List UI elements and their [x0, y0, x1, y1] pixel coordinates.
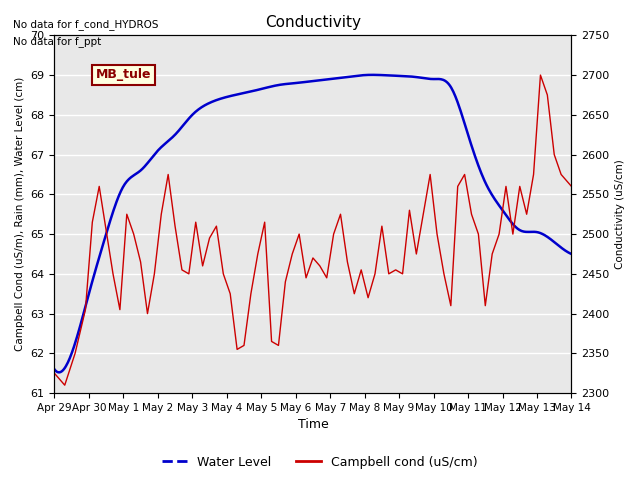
Title: Conductivity: Conductivity: [265, 15, 361, 30]
Text: MB_tule: MB_tule: [96, 68, 151, 81]
Text: No data for f_cond_HYDROS: No data for f_cond_HYDROS: [13, 19, 158, 30]
Text: No data for f_ppt: No data for f_ppt: [13, 36, 101, 47]
X-axis label: Time: Time: [298, 419, 328, 432]
Legend: Water Level, Campbell cond (uS/cm): Water Level, Campbell cond (uS/cm): [157, 451, 483, 474]
Y-axis label: Campbell Cond (uS/m), Rain (mm), Water Level (cm): Campbell Cond (uS/m), Rain (mm), Water L…: [15, 77, 25, 351]
Y-axis label: Conductivity (uS/cm): Conductivity (uS/cm): [615, 159, 625, 269]
